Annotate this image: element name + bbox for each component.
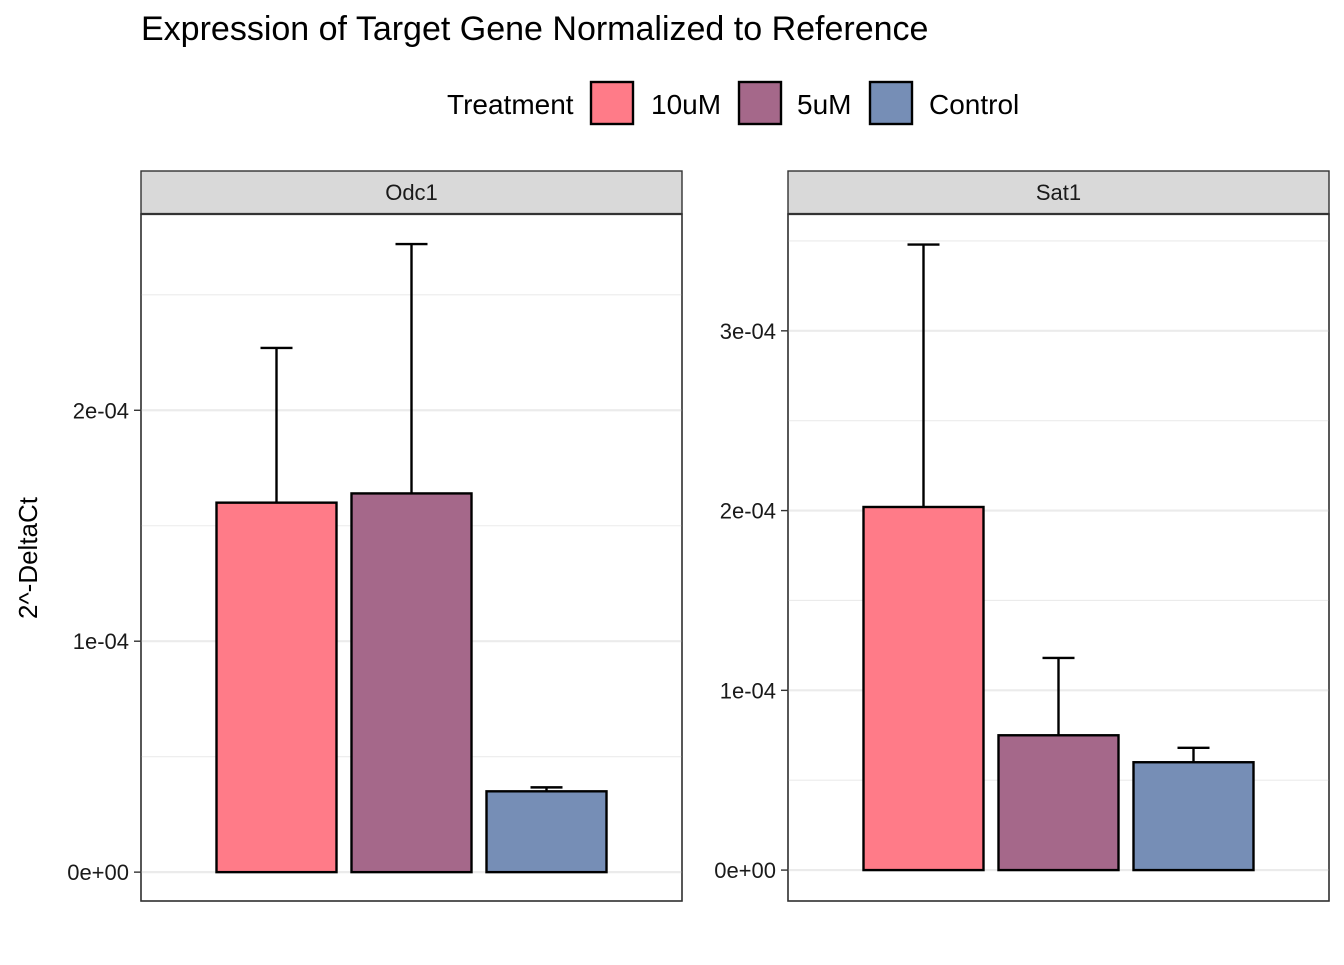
- facet-panel-sat1: 0e+00 1e-04 2e-04 3e-04 Sat1: [714, 170, 1330, 902]
- error-bar-5um: [395, 242, 428, 494]
- legend-label-10uM: 10uM: [651, 89, 721, 120]
- error-bar-10um: [907, 243, 940, 507]
- error-bar-control: [1177, 746, 1210, 763]
- facet-strip-label: Sat1: [1036, 180, 1081, 205]
- chart-title: Expression of Target Gene Normalized to …: [141, 10, 928, 48]
- error-bar-5um: [1042, 656, 1075, 736]
- y-tick-label: 3e-04: [720, 319, 776, 344]
- y-tick-label: 2e-04: [720, 499, 776, 524]
- bar-odc1-5um: [350, 492, 473, 874]
- facet-panels: 0e+00 1e-04 2e-04 Odc1 0e+00 1e-04 2e-04 3e-04 S…: [67, 170, 1330, 902]
- facet-strip: [787, 170, 1330, 215]
- legend-key-5uM: [737, 80, 783, 126]
- legend-title: Treatment: [447, 89, 574, 120]
- y-tick-label: 1e-04: [720, 678, 776, 703]
- y-tick-label: 2e-04: [73, 398, 129, 423]
- y-axis-title: 2^-DeltaCt: [13, 496, 43, 619]
- bar-sat1-5um: [997, 734, 1120, 872]
- y-tick-label: 1e-04: [73, 629, 129, 654]
- facet-strip-label: Odc1: [385, 180, 438, 205]
- legend: Treatment 10uM 5uM Control: [447, 80, 1019, 126]
- bar-sat1-10um: [862, 505, 985, 872]
- legend-label-5uM: 5uM: [797, 89, 851, 120]
- legend-label-control: Control: [929, 89, 1019, 120]
- bar-odc1-10um: [215, 501, 338, 874]
- error-bar-10um: [260, 346, 293, 503]
- y-tick-label: 0e+00: [714, 858, 776, 883]
- legend-key-10uM: [589, 80, 635, 126]
- y-tick-label: 0e+00: [67, 860, 129, 885]
- facet-strip: [140, 170, 683, 215]
- facet-panel-odc1: 0e+00 1e-04 2e-04 Odc1: [67, 170, 683, 902]
- bar-sat1-control: [1132, 761, 1255, 872]
- bar-odc1-control: [485, 790, 608, 874]
- legend-key-control: [868, 80, 914, 126]
